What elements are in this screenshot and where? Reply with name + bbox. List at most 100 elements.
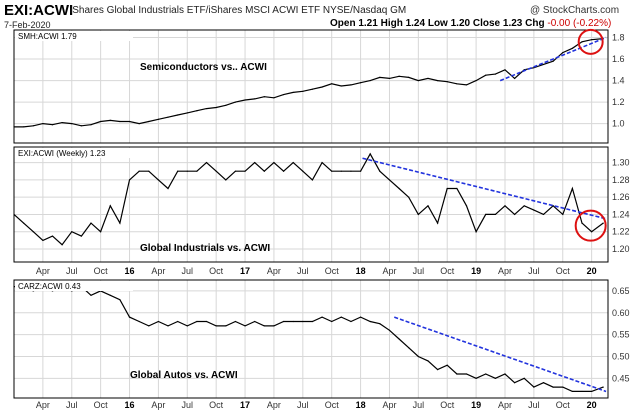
data-point bbox=[61, 121, 63, 124]
trendline bbox=[499, 36, 607, 82]
data-point bbox=[504, 373, 506, 375]
x-tick-label: Oct bbox=[325, 266, 340, 276]
data-point bbox=[417, 355, 419, 358]
data-point bbox=[61, 244, 63, 246]
data-point bbox=[282, 93, 285, 96]
x-tick-label: 20 bbox=[587, 400, 597, 410]
data-point bbox=[494, 73, 496, 75]
highlight-circle bbox=[577, 28, 604, 55]
data-point bbox=[417, 213, 419, 216]
data-point bbox=[456, 187, 458, 190]
data-point bbox=[523, 377, 525, 379]
chart-date: 7-Feb-2020 bbox=[4, 20, 51, 30]
panel-label: SMH:ACWI 1.79 bbox=[18, 32, 77, 41]
data-point bbox=[167, 325, 169, 327]
data-point bbox=[292, 161, 294, 164]
data-point bbox=[167, 116, 169, 118]
x-tick-label: Apr bbox=[151, 266, 165, 276]
data-point bbox=[244, 170, 246, 172]
data-point bbox=[446, 187, 448, 190]
x-tick-label: Oct bbox=[94, 266, 109, 276]
symbol-title: EXI:ACWI bbox=[4, 2, 74, 19]
data-point bbox=[581, 222, 583, 224]
data-point bbox=[465, 205, 468, 207]
data-point bbox=[100, 231, 102, 233]
data-point bbox=[119, 222, 121, 224]
x-tick-label: Apr bbox=[382, 266, 396, 276]
x-tick-label: Oct bbox=[94, 400, 109, 410]
data-point bbox=[504, 69, 506, 71]
data-point bbox=[369, 79, 371, 82]
data-point bbox=[562, 52, 564, 54]
data-point bbox=[13, 285, 15, 288]
data-point bbox=[408, 196, 410, 198]
data-point bbox=[234, 320, 237, 323]
data-point bbox=[205, 161, 208, 164]
data-point bbox=[196, 110, 198, 112]
data-point bbox=[138, 320, 140, 323]
x-tick-label: Oct bbox=[440, 266, 455, 276]
x-tick-label: Jul bbox=[182, 266, 194, 276]
y-tick-label: 1.4 bbox=[612, 76, 625, 86]
x-tick-label: 19 bbox=[471, 400, 481, 410]
panel-label: EXI:ACWI (Weekly) 1.23 bbox=[18, 149, 106, 158]
x-tick-label: Jul bbox=[413, 266, 425, 276]
data-point bbox=[475, 231, 477, 233]
data-point bbox=[408, 76, 410, 78]
data-point bbox=[427, 360, 429, 362]
data-point bbox=[408, 347, 410, 349]
x-tick-label: Jul bbox=[297, 266, 309, 276]
data-point bbox=[602, 386, 604, 388]
x-tick-label: Apr bbox=[267, 266, 281, 276]
data-point bbox=[465, 84, 468, 86]
data-point bbox=[273, 161, 275, 164]
data-point bbox=[311, 88, 314, 90]
data-point bbox=[186, 112, 188, 114]
x-tick-label: Jul bbox=[413, 400, 425, 410]
data-point bbox=[398, 187, 400, 190]
data-point bbox=[32, 231, 34, 233]
data-point bbox=[100, 120, 102, 123]
data-point bbox=[80, 235, 82, 237]
x-tick-label: Apr bbox=[267, 400, 281, 410]
data-point bbox=[436, 222, 439, 224]
data-point bbox=[225, 179, 227, 181]
data-point bbox=[311, 320, 314, 323]
x-tick-label: 16 bbox=[125, 266, 135, 276]
open-label: Open bbox=[330, 18, 356, 29]
data-point bbox=[494, 377, 496, 379]
data-point bbox=[119, 120, 121, 123]
data-point bbox=[273, 325, 275, 327]
data-point bbox=[321, 161, 323, 164]
data-point bbox=[485, 373, 487, 375]
data-point bbox=[552, 205, 554, 207]
data-point bbox=[42, 239, 44, 241]
data-point bbox=[109, 119, 111, 121]
data-point bbox=[542, 213, 545, 216]
x-tick-label: 17 bbox=[240, 266, 250, 276]
x-tick-label: 18 bbox=[356, 400, 366, 410]
data-point bbox=[234, 170, 237, 172]
data-point bbox=[196, 320, 198, 323]
data-point bbox=[177, 114, 179, 116]
data-point bbox=[591, 231, 593, 233]
y-tick-label: 1.8 bbox=[612, 33, 625, 43]
data-point bbox=[475, 79, 477, 82]
data-point bbox=[244, 325, 246, 327]
y-tick-label: 1.24 bbox=[612, 209, 630, 219]
data-point bbox=[379, 323, 381, 325]
data-point bbox=[571, 47, 573, 49]
open-value: 1.21 bbox=[358, 18, 378, 29]
data-point bbox=[542, 382, 545, 384]
data-point bbox=[388, 179, 391, 181]
data-point bbox=[359, 170, 362, 172]
data-point bbox=[215, 325, 217, 327]
y-tick-label: 0.60 bbox=[612, 308, 630, 318]
data-point bbox=[369, 153, 371, 155]
data-point bbox=[562, 213, 564, 216]
data-point bbox=[340, 85, 342, 87]
data-point bbox=[475, 377, 477, 379]
data-point bbox=[148, 325, 150, 327]
data-point bbox=[80, 125, 82, 127]
